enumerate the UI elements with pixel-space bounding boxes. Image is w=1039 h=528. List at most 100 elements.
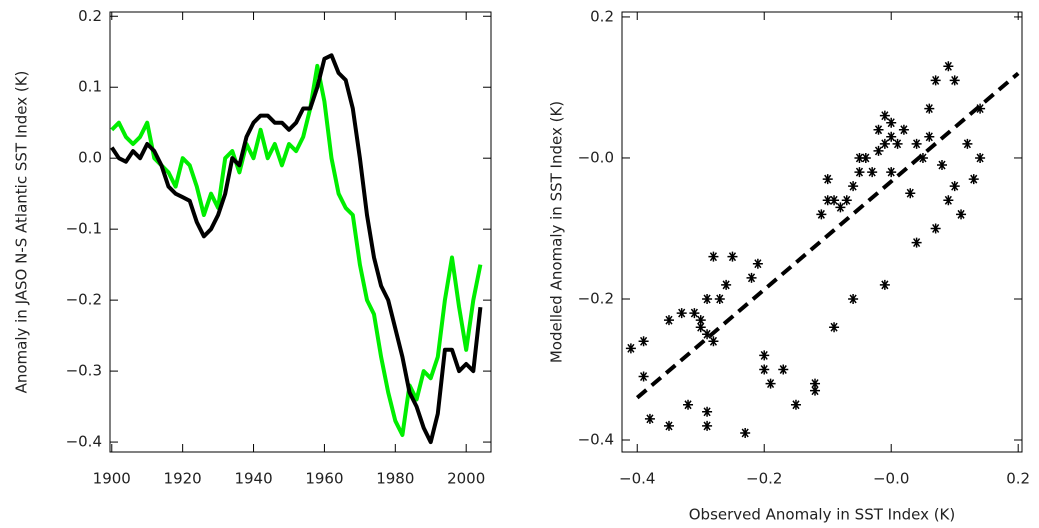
scatter-point [879,279,890,290]
scatter-point [949,181,960,192]
scatter-point [810,378,821,389]
scatter-point [854,152,865,163]
scatter-point [644,413,655,424]
scatter-point [841,195,852,206]
x-tick-label: 1940 [234,470,272,488]
scatter-point [917,152,928,163]
scatter-point [676,308,687,319]
scatter-point [848,181,859,192]
scatter-point [778,364,789,375]
scatter-point [860,152,871,163]
scatter-point [898,124,909,135]
y-tick-label: −0.2 [66,291,102,309]
scatter-point [930,75,941,86]
scatter-point [714,293,725,304]
series-line [110,63,483,437]
scatter-point [943,61,954,72]
x-tick-label: −0.2 [746,470,782,488]
scatter-point [702,420,713,431]
x-axis-title: Observed Anomaly in SST Index (K) [689,506,956,524]
scatter-point [854,167,865,178]
y-tick-label: 0.1 [78,78,102,96]
scatter-point [663,315,674,326]
scatter-point [683,399,694,410]
plot-frame [109,11,492,453]
scatter-point [822,195,833,206]
fit-line [635,71,1020,400]
scatter-point [695,322,706,333]
scatter-point [822,174,833,185]
scatter-point [829,195,840,206]
scatter-point [949,75,960,86]
scatter-point [892,138,903,149]
y-tick-label: 0.2 [78,7,102,25]
scatter-point [702,406,713,417]
scatter-point [816,209,827,220]
x-tick-label: 1900 [93,470,131,488]
scatter-point [702,293,713,304]
scatter-point [968,174,979,185]
scatter-point [835,202,846,213]
scatter-point [879,110,890,121]
scatter-point [708,251,719,262]
x-tick-label: 1920 [164,470,202,488]
scatter-point [930,223,941,234]
x-tick-label: 2000 [447,470,485,488]
scatter-point [956,209,967,220]
x-tick-label: 1960 [305,470,343,488]
y-tick-label: −0.1 [66,220,102,238]
scatter-point [879,138,890,149]
scatter-point [867,167,878,178]
scatter-point [886,117,897,128]
scatter-point [810,385,821,396]
scatter-point [975,152,986,163]
scatter-point [759,364,770,375]
scatter-point [638,336,649,347]
scatter-point [638,371,649,382]
scatter-point [759,350,770,361]
scatter-point [943,195,954,206]
series-line [110,53,483,445]
scatter-point [848,293,859,304]
scatter-point [924,131,935,142]
y-axis-title: Modelled Anomaly in SST Index (K) [548,101,566,363]
scatter-point [702,329,713,340]
scatter-point [752,258,763,269]
scatter-point [790,399,801,410]
scatter-point [873,124,884,135]
y-tick-label: 0.0 [78,149,102,167]
x-tick-label: 1980 [376,470,414,488]
scatter-point [625,343,636,354]
scatter-point [886,131,897,142]
scatter-point [962,138,973,149]
scatter-point [886,167,897,178]
y-tick-label: −0.3 [66,362,102,380]
scatter-point [708,336,719,347]
x-tick-label: −0.4 [619,470,655,488]
scatter-point [937,160,947,171]
scatter-point [905,188,916,199]
scatter-point [765,378,776,389]
scatter-point [911,138,922,149]
scatter-point [721,279,732,290]
x-tick-label: 0.2 [1006,470,1030,488]
scatter-point [829,322,840,333]
scatter-point [689,308,700,319]
y-tick-label: 0.2 [590,7,614,25]
scatter-point [746,272,757,283]
scatter-point [695,315,706,326]
y-tick-label: −0.0 [578,148,614,166]
x-tick-label: −0.0 [873,470,909,488]
scatter-point [924,103,935,114]
y-tick-label: −0.4 [578,431,614,449]
plot-frame [621,11,1023,453]
y-tick-label: −0.2 [578,289,614,307]
y-tick-label: −0.4 [66,433,102,451]
scatter-point [911,237,922,248]
scatter-point [873,145,884,156]
scatter-point [975,103,986,114]
scatter-point [740,427,751,438]
scatter-point [727,251,738,262]
y-axis-title: Anomaly in JASO N-S Atlantic SST Index (… [13,71,31,394]
